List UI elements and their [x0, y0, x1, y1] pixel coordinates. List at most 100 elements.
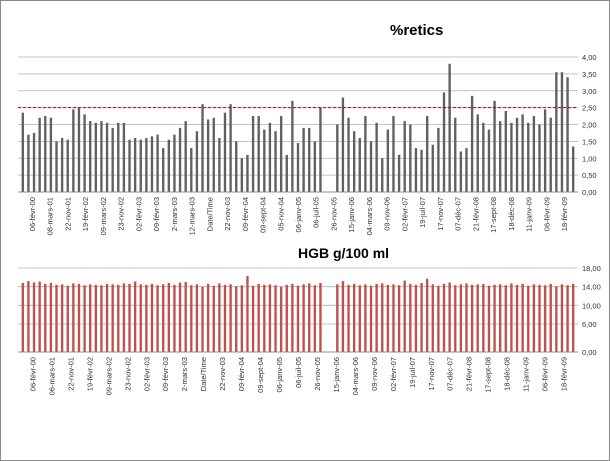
bar-1-95 — [566, 285, 569, 352]
bar-1-16 — [111, 284, 114, 352]
xtick-label-1-17: 04-mars-06 — [351, 357, 360, 395]
xtick-label-1-0: 06-févr-00 — [28, 357, 37, 391]
bar-0-52 — [313, 141, 317, 192]
bar-1-18 — [122, 283, 126, 352]
bar-1-52 — [313, 285, 317, 352]
bar-0-65 — [397, 154, 401, 192]
bar-0-70 — [425, 116, 429, 192]
xtick-label-1-9: Date/Time — [199, 357, 208, 391]
xtick-label-0-29: 06-févr-09 — [542, 197, 551, 231]
bar-0-54 — [336, 124, 339, 192]
bar-0-72 — [437, 127, 440, 192]
bar-1-55 — [341, 281, 345, 352]
bar-0-24 — [156, 134, 159, 192]
bar-0-53 — [319, 107, 322, 192]
bar-1-51 — [308, 283, 311, 352]
xtick-label-0-24: 07-déc-07 — [454, 197, 463, 231]
bar-1-5 — [49, 282, 53, 352]
bar-1-24 — [156, 285, 159, 352]
bar-1-81 — [487, 285, 491, 352]
bar-0-76 — [459, 151, 463, 192]
bar-1-59 — [364, 284, 367, 352]
xtick-label-1-8: 2-mars-03 — [180, 357, 189, 391]
bar-0-21 — [139, 139, 142, 192]
xtick-label-0-16: 06-juil-05 — [312, 197, 321, 228]
bar-1-7 — [60, 284, 64, 352]
bar-0-51 — [308, 127, 311, 192]
xtick-label-0-10: Date/Time — [205, 197, 214, 231]
bar-0-94 — [560, 72, 564, 192]
bar-0-40 — [246, 154, 249, 192]
xtick-label-1-26: 11-janv-09 — [522, 357, 531, 392]
bar-0-13 — [94, 122, 97, 192]
bar-0-4 — [44, 116, 47, 192]
bar-0-49 — [296, 143, 300, 192]
xtick-label-0-14: 05-nov-04 — [276, 197, 285, 231]
bar-0-3 — [38, 117, 41, 192]
bar-0-58 — [358, 138, 361, 192]
bar-0-39 — [240, 158, 244, 192]
bar-1-32 — [201, 286, 204, 352]
bar-1-15 — [105, 283, 109, 352]
bar-1-20 — [133, 281, 137, 352]
bar-1-36 — [223, 284, 227, 352]
bar-1-3 — [38, 281, 41, 352]
bar-1-47 — [285, 284, 288, 352]
xtick-label-0-23: 17-nov-07 — [436, 197, 445, 231]
bar-1-63 — [386, 284, 390, 352]
xtick-label-0-17: 26-nov-05 — [329, 197, 338, 231]
bar-0-29 — [184, 121, 187, 192]
bar-0-64 — [392, 116, 395, 192]
bar-1-27 — [173, 284, 176, 352]
xtick-label-0-3: 19-févr-02 — [81, 197, 90, 231]
xtick-label-1-28: 18-févr-09 — [560, 357, 569, 391]
bar-0-0 — [21, 112, 24, 192]
bar-1-44 — [268, 284, 272, 352]
bar-1-79 — [476, 284, 479, 352]
bar-1-76 — [459, 284, 463, 352]
xtick-label-1-1: 06-mars-01 — [47, 357, 56, 395]
ytick-label-1-0: 0,00 — [582, 348, 597, 357]
bar-0-84 — [504, 111, 507, 192]
ytick-label-0-3: 1,50 — [582, 137, 597, 146]
bar-0-55 — [341, 97, 345, 192]
bar-0-5 — [49, 117, 53, 192]
bar-1-74 — [448, 282, 451, 352]
bar-1-69 — [420, 282, 423, 352]
bar-0-18 — [122, 122, 126, 192]
bar-0-85 — [510, 122, 513, 192]
ytick-label-0-7: 3,50 — [582, 70, 597, 79]
bar-1-40 — [246, 275, 249, 352]
ytick-label-0-1: 0,50 — [582, 171, 597, 180]
xtick-label-0-15: 06-janv-05 — [294, 197, 303, 232]
bar-1-94 — [560, 284, 564, 352]
bar-0-93 — [555, 72, 558, 192]
bar-1-67 — [409, 283, 412, 352]
bar-0-27 — [173, 134, 176, 192]
bar-1-23 — [150, 283, 154, 352]
bar-1-29 — [184, 282, 187, 352]
xtick-label-1-11: 09-févr-04 — [237, 357, 246, 391]
bar-0-12 — [89, 121, 92, 192]
bar-1-6 — [55, 284, 58, 352]
bar-1-28 — [178, 282, 182, 352]
bar-0-22 — [145, 138, 148, 192]
bar-0-60 — [369, 141, 373, 192]
bar-1-37 — [229, 284, 232, 352]
bar-1-91 — [543, 285, 547, 352]
bar-0-92 — [549, 117, 552, 192]
xtick-label-0-6: 02-févr-03 — [134, 197, 143, 231]
xtick-label-1-15: 26-nov-05 — [313, 357, 322, 391]
bar-0-10 — [77, 107, 81, 192]
bar-1-11 — [83, 285, 86, 352]
bar-1-34 — [212, 285, 215, 352]
xtick-label-0-18: 15-janv-06 — [347, 197, 356, 232]
ytick-label-0-8: 4,00 — [582, 53, 597, 62]
xtick-label-0-27: 18-déc-08 — [507, 197, 516, 231]
bar-1-4 — [44, 283, 47, 352]
xtick-label-1-24: 17-sept-08 — [484, 357, 493, 393]
xtick-label-1-18: 09-nov-06 — [370, 357, 379, 391]
bar-0-82 — [493, 100, 496, 192]
ytick-label-0-5: 2,50 — [582, 104, 597, 113]
bar-0-78 — [470, 95, 474, 192]
